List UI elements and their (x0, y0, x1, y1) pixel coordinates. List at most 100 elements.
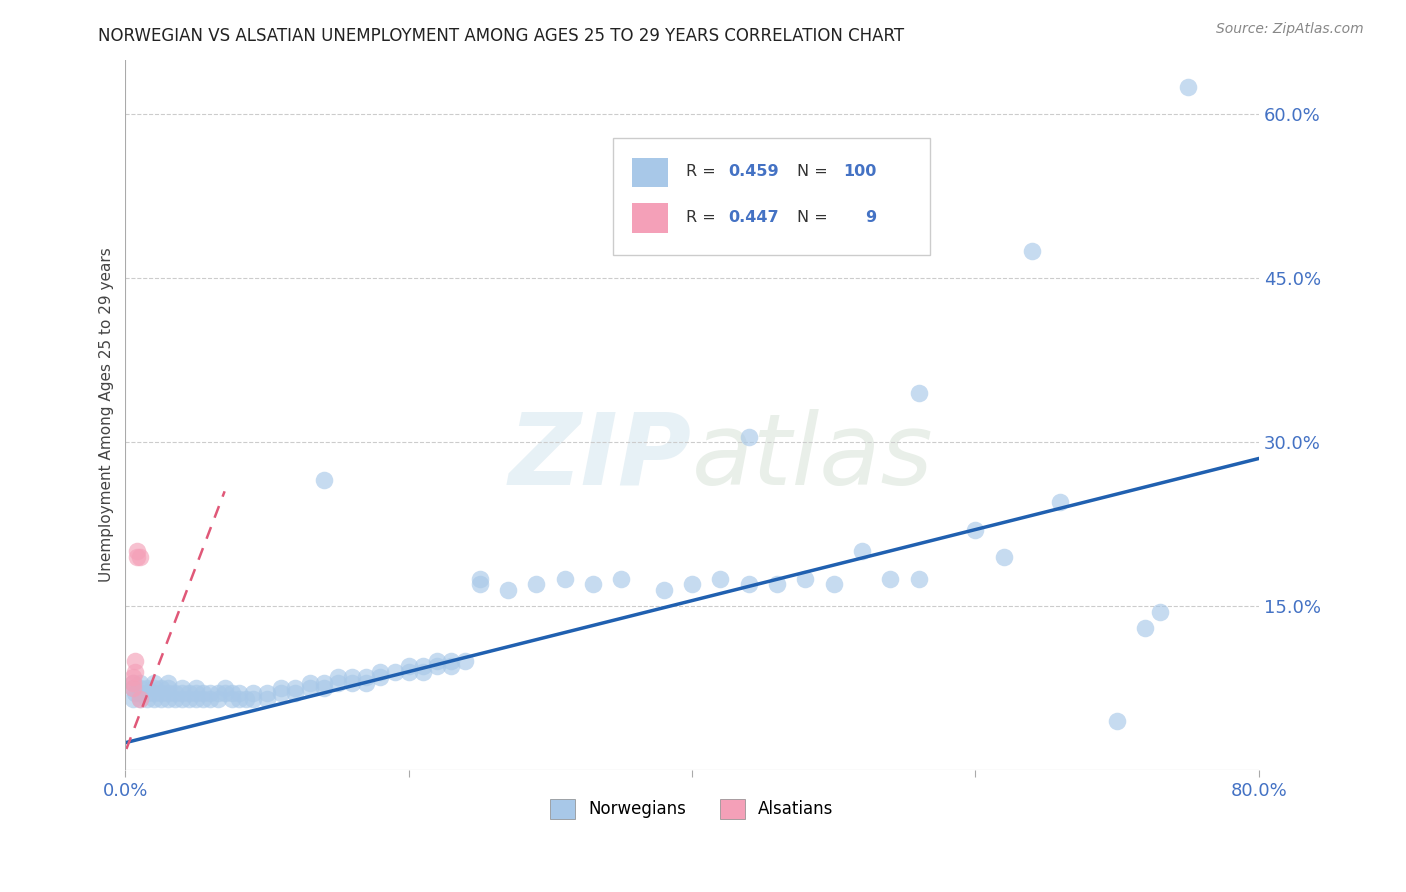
Point (652, 582, 675, 597)
Point (186, 692, 208, 706)
Point (200, 686, 222, 700)
Point (128, 549, 150, 564)
Point (1049, 495, 1071, 509)
Point (179, 686, 201, 700)
Point (468, 577, 491, 591)
Point (298, 675, 321, 690)
Point (356, 675, 378, 690)
Point (794, 572, 817, 586)
Point (893, 167, 915, 181)
Point (124, 686, 146, 700)
Point (128, 692, 150, 706)
Point (128, 675, 150, 690)
Point (156, 692, 179, 706)
Point (142, 681, 165, 695)
Legend: Norwegians, Alsatians: Norwegians, Alsatians (544, 792, 841, 826)
Text: 0.459: 0.459 (728, 164, 779, 179)
Point (149, 686, 172, 700)
Point (135, 681, 157, 695)
Point (200, 692, 222, 706)
Point (1021, 244, 1043, 258)
Point (284, 686, 307, 700)
Point (165, 686, 187, 700)
Point (370, 665, 392, 679)
Point (207, 686, 229, 700)
Text: R =: R = (686, 164, 721, 179)
Point (738, 577, 761, 591)
Y-axis label: Unemployment Among Ages 25 to 29 years: Unemployment Among Ages 25 to 29 years (100, 247, 114, 582)
FancyBboxPatch shape (633, 158, 668, 187)
Point (412, 665, 434, 679)
Point (156, 686, 179, 700)
Point (193, 692, 215, 706)
Point (384, 665, 406, 679)
Point (340, 670, 363, 684)
Text: 0.447: 0.447 (728, 210, 779, 225)
Text: NORWEGIAN VS ALSATIAN UNEMPLOYMENT AMONG AGES 25 TO 29 YEARS CORRELATION CHART: NORWEGIAN VS ALSATIAN UNEMPLOYMENT AMONG… (98, 27, 904, 45)
Point (125, 544, 148, 558)
Point (214, 686, 236, 700)
Point (270, 686, 292, 700)
Point (172, 681, 194, 695)
Point (965, 523, 987, 537)
Point (1135, 621, 1157, 635)
Text: 9: 9 (866, 210, 876, 225)
Point (412, 659, 434, 673)
Point (256, 692, 278, 706)
Point (312, 474, 335, 488)
Point (582, 577, 605, 591)
Point (121, 675, 143, 690)
Point (681, 577, 703, 591)
Point (124, 665, 146, 679)
Point (156, 675, 179, 690)
Point (256, 686, 278, 700)
Point (135, 692, 157, 706)
Point (235, 692, 257, 706)
Point (149, 692, 172, 706)
Point (128, 681, 150, 695)
Point (221, 686, 243, 700)
Point (496, 582, 519, 597)
Point (738, 430, 761, 444)
Point (142, 692, 165, 706)
Point (284, 681, 307, 695)
Point (356, 670, 378, 684)
FancyBboxPatch shape (613, 137, 931, 255)
Point (121, 670, 143, 684)
Point (468, 572, 491, 586)
Point (298, 681, 321, 695)
Point (121, 681, 143, 695)
FancyBboxPatch shape (633, 203, 668, 233)
Point (340, 675, 363, 690)
Point (165, 692, 187, 706)
Point (709, 572, 731, 586)
Point (221, 692, 243, 706)
Point (326, 670, 349, 684)
Point (121, 681, 143, 695)
Point (326, 675, 349, 690)
Point (610, 572, 633, 586)
Point (554, 572, 576, 586)
Point (907, 386, 929, 401)
Point (193, 686, 215, 700)
Point (440, 654, 463, 668)
Point (142, 686, 165, 700)
Point (270, 681, 292, 695)
Point (121, 692, 143, 706)
Point (766, 577, 789, 591)
Text: N =: N = (797, 164, 834, 179)
Point (426, 659, 449, 673)
Point (993, 549, 1015, 564)
Text: atlas: atlas (692, 409, 934, 506)
Point (907, 572, 929, 586)
Point (851, 544, 873, 558)
Point (1177, 79, 1199, 94)
Point (214, 681, 236, 695)
Point (156, 681, 179, 695)
Text: Source: ZipAtlas.com: Source: ZipAtlas.com (1216, 22, 1364, 37)
Point (186, 681, 208, 695)
Point (440, 659, 463, 673)
Point (124, 654, 146, 668)
Point (186, 686, 208, 700)
Text: 100: 100 (842, 164, 876, 179)
